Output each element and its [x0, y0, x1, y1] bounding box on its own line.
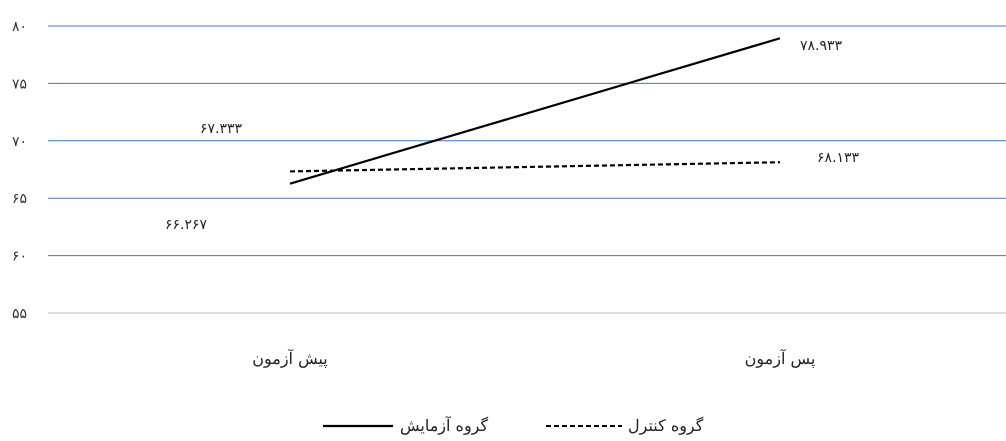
x-axis-category-labels: پیش آزمون پس آزمون: [252, 348, 815, 368]
series-line-experimental: [289, 37, 781, 185]
legend-label-control: گروه کنترل: [628, 416, 704, 435]
y-tick-label: ۶۵: [12, 191, 27, 207]
series-lines: [289, 37, 781, 185]
legend-label-experimental: گروه آزمایش: [400, 415, 488, 435]
y-tick-label: ۷۰: [12, 134, 27, 150]
x-category-label: پس آزمون: [745, 348, 816, 368]
data-label: ۶۷.۳۳۳: [200, 121, 243, 137]
y-tick-label: ۵۵: [12, 306, 27, 322]
legend: گروه آزمایش گروه کنترل: [323, 415, 704, 435]
y-tick-label: ۷۵: [12, 76, 27, 92]
data-label: ۶۸.۱۳۳: [817, 150, 860, 166]
y-axis-tick-labels: ۵۵ ۶۰ ۶۵ ۷۰ ۷۵ ۸۰: [12, 19, 27, 322]
y-tick-label: ۸۰: [12, 19, 27, 35]
y-tick-label: ۶۰: [12, 249, 27, 265]
data-label: ۶۶.۲۶۷: [165, 217, 208, 233]
data-labels: ۶۶.۲۶۷ ۷۸.۹۳۳ ۶۷.۳۳۳ ۶۸.۱۳۳: [165, 38, 860, 233]
x-category-label: پیش آزمون: [252, 348, 328, 368]
gridlines: [48, 25, 1006, 314]
series-line-control: [289, 161, 781, 173]
data-label: ۷۸.۹۳۳: [800, 38, 843, 54]
